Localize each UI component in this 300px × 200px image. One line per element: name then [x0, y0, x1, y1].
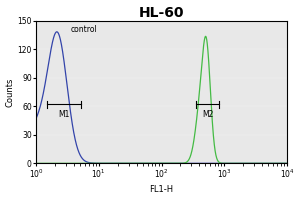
Text: control: control [70, 25, 97, 34]
Y-axis label: Counts: Counts [6, 77, 15, 107]
Title: HL-60: HL-60 [139, 6, 184, 20]
Text: M2: M2 [202, 110, 213, 119]
X-axis label: FL1-H: FL1-H [149, 185, 174, 194]
Text: M1: M1 [58, 110, 70, 119]
